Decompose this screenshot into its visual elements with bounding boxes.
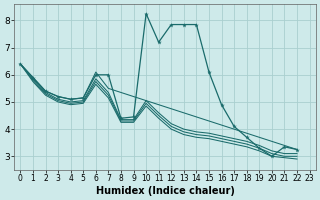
X-axis label: Humidex (Indice chaleur): Humidex (Indice chaleur) [96, 186, 234, 196]
